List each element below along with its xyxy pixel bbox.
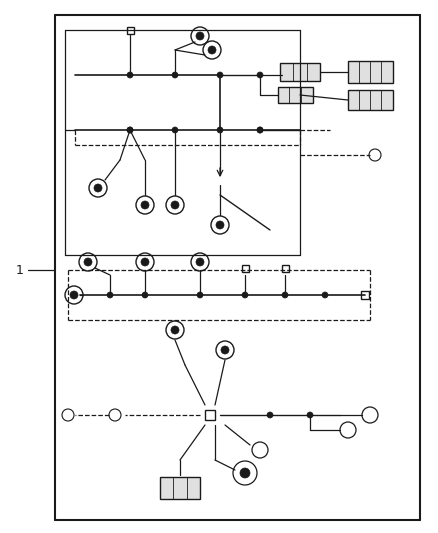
Circle shape: [141, 258, 149, 266]
Bar: [160, 477, 200, 499]
Circle shape: [171, 201, 179, 209]
Bar: [280, 63, 320, 81]
Circle shape: [322, 292, 328, 298]
Circle shape: [197, 292, 203, 298]
Bar: [361, 291, 369, 299]
Circle shape: [240, 468, 250, 478]
Circle shape: [196, 32, 204, 40]
Circle shape: [267, 412, 273, 418]
Circle shape: [242, 292, 248, 298]
Circle shape: [257, 127, 263, 133]
Text: 1: 1: [16, 263, 24, 277]
Bar: [282, 264, 289, 271]
Bar: [278, 87, 312, 103]
Circle shape: [141, 201, 149, 209]
Circle shape: [257, 127, 263, 133]
Circle shape: [221, 346, 229, 354]
Circle shape: [94, 184, 102, 192]
Circle shape: [257, 72, 263, 78]
Circle shape: [217, 72, 223, 78]
Circle shape: [171, 326, 179, 334]
Circle shape: [142, 292, 148, 298]
Bar: [127, 27, 134, 34]
Circle shape: [127, 127, 133, 133]
Circle shape: [127, 127, 133, 133]
Circle shape: [282, 292, 288, 298]
Circle shape: [172, 127, 178, 133]
Circle shape: [208, 46, 216, 54]
Bar: [347, 90, 392, 110]
Circle shape: [196, 258, 204, 266]
Circle shape: [70, 291, 78, 299]
Circle shape: [172, 72, 178, 78]
Bar: [347, 61, 392, 83]
Circle shape: [216, 221, 224, 229]
Circle shape: [127, 72, 133, 78]
Circle shape: [307, 412, 313, 418]
Circle shape: [84, 258, 92, 266]
Bar: [241, 264, 248, 271]
Circle shape: [107, 292, 113, 298]
Bar: [205, 410, 215, 420]
Circle shape: [217, 127, 223, 133]
